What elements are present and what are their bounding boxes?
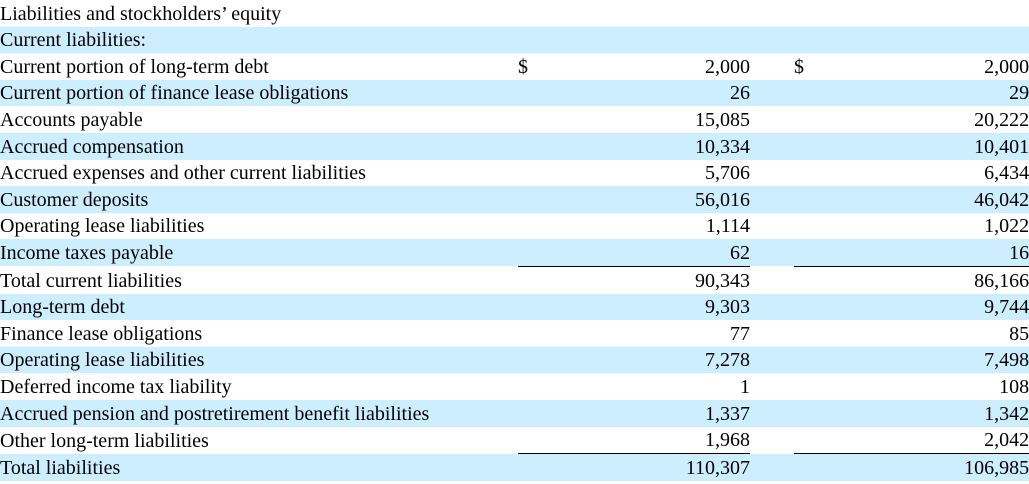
value-col-1: 1,968: [548, 426, 750, 455]
row-label: Finance lease obligations: [0, 322, 203, 345]
value-col-2: 16: [824, 239, 1029, 267]
row-label: Operating lease liabilities: [0, 346, 518, 374]
row-label: Other long-term liabilities: [0, 429, 209, 452]
table-row-customer-deposits: Customer deposits 56,016 46,042: [0, 186, 1029, 213]
row-label: Accrued pension and postretirement benef…: [0, 399, 518, 427]
table-row-total-liabilities: Total liabilities 110,307 106,985: [0, 453, 1029, 481]
table-row-operating-lease-long-term: Operating lease liabilities 7,278 7,498: [0, 346, 1029, 374]
value-col-1: 7,278: [548, 346, 750, 374]
table-row-long-term-debt: Long-term debt 9,303 9,744: [0, 293, 1029, 321]
value-col-2: 2,042: [824, 426, 1029, 455]
value-col-1: 26: [548, 79, 750, 107]
value-col-1: 5,706: [705, 162, 750, 185]
row-label: Total liabilities: [0, 453, 518, 481]
table-row-other-long-term: Other long-term liabilities 1,968 2,042: [0, 426, 1029, 455]
value-col-2: 10,401: [824, 132, 1029, 160]
row-label: Total current liabilities: [0, 269, 182, 292]
table-row-current-portion-finance-lease: Current portion of finance lease obligat…: [0, 79, 1029, 107]
value-col-1: 56,016: [548, 186, 750, 213]
value-col-1: 9,303: [548, 293, 750, 321]
row-label: Current portion of long-term debt: [0, 55, 269, 78]
table-row-finance-lease-obligations: Finance lease obligations 77 85: [0, 320, 1029, 347]
currency-symbol: $: [794, 55, 804, 78]
table-row-accounts-payable: Accounts payable 15,085 20,222: [0, 106, 1029, 133]
value-col-1: 110,307: [548, 453, 750, 481]
value-col-2: 86,166: [974, 269, 1029, 292]
value-col-2: 9,744: [824, 293, 1029, 321]
value-col-2: 2,000: [984, 55, 1029, 78]
row-label: Customer deposits: [0, 186, 518, 213]
value-col-2: 1,342: [824, 399, 1029, 427]
row-label: Operating lease liabilities: [0, 215, 205, 238]
currency-symbol: $: [518, 55, 528, 78]
value-col-2: 20,222: [974, 108, 1029, 131]
value-col-1: 1: [740, 375, 750, 398]
row-label: Accounts payable: [0, 108, 143, 131]
value-col-2: 106,985: [824, 453, 1029, 481]
value-col-2: 46,042: [824, 186, 1029, 213]
value-col-1: 1,337: [548, 399, 750, 427]
row-label: Deferred income tax liability: [0, 375, 232, 398]
value-col-1: 15,085: [695, 108, 750, 131]
value-col-2: 7,498: [824, 346, 1029, 374]
current-liabilities-heading: Current liabilities:: [0, 26, 518, 54]
value-col-1: 77: [730, 322, 750, 345]
row-label: Accrued compensation: [0, 132, 518, 160]
section-heading-row: Liabilities and stockholders’ equity: [0, 0, 1029, 27]
row-label: Income taxes payable: [0, 239, 518, 267]
table-row-deferred-income-tax: Deferred income tax liability 1 108: [0, 373, 1029, 400]
table-row-accrued-compensation: Accrued compensation 10,334 10,401: [0, 132, 1029, 160]
value-col-2: 6,434: [984, 162, 1029, 185]
table-row-accrued-pension: Accrued pension and postretirement benef…: [0, 399, 1029, 427]
section-heading: Liabilities and stockholders’ equity: [0, 2, 282, 25]
table-row-income-taxes-payable: Income taxes payable 62 16: [0, 239, 1029, 267]
value-col-1: 2,000: [705, 55, 750, 78]
row-label: Long-term debt: [0, 293, 518, 321]
value-col-1: 62: [548, 239, 750, 267]
table-row-total-current-liabilities: Total current liabilities 90,343 86,166: [0, 266, 1029, 293]
row-label: Accrued expenses and other current liabi…: [0, 162, 366, 185]
value-col-2: 85: [1009, 322, 1029, 345]
value-col-1: 10,334: [548, 132, 750, 160]
value-col-2: 1,022: [984, 215, 1029, 238]
table-row-current-portion-long-term-debt: Current portion of long-term debt $ 2,00…: [0, 53, 1029, 80]
value-col-1: 90,343: [695, 269, 750, 292]
table-row-accrued-expenses: Accrued expenses and other current liabi…: [0, 160, 1029, 187]
value-col-1: 1,114: [705, 215, 750, 238]
current-liabilities-heading-row: Current liabilities:: [0, 26, 1029, 54]
row-label: Current portion of finance lease obligat…: [0, 79, 518, 107]
value-col-2: 108: [999, 375, 1029, 398]
table-row-operating-lease-current: Operating lease liabilities 1,114 1,022: [0, 213, 1029, 240]
value-col-2: 29: [824, 79, 1029, 107]
